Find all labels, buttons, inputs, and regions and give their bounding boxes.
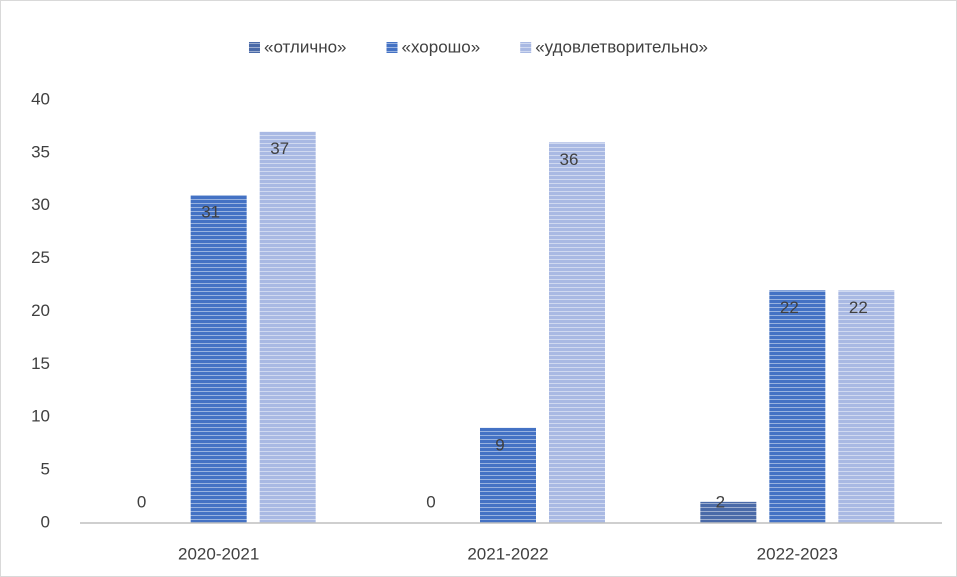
x-tick-label: 2022-2023 bbox=[757, 544, 838, 563]
bar bbox=[480, 427, 536, 523]
data-label: 36 bbox=[560, 150, 579, 169]
bar bbox=[549, 142, 605, 524]
y-tick-label: 40 bbox=[31, 89, 50, 108]
data-label: 37 bbox=[270, 139, 289, 158]
bar bbox=[769, 290, 826, 523]
data-label: 0 bbox=[426, 492, 435, 511]
bar bbox=[190, 195, 247, 524]
y-tick-label: 5 bbox=[41, 460, 50, 479]
data-label: 9 bbox=[495, 435, 504, 454]
data-label: 2 bbox=[716, 492, 725, 511]
data-label: 31 bbox=[201, 203, 220, 222]
y-tick-label: 0 bbox=[41, 512, 50, 531]
data-label: 22 bbox=[849, 298, 868, 317]
legend-item: «отлично» bbox=[248, 37, 347, 56]
legend-label: «удовлетворительно» bbox=[535, 37, 708, 56]
data-label: 22 bbox=[780, 298, 799, 317]
y-tick-label: 30 bbox=[31, 195, 50, 214]
y-tick-label: 35 bbox=[31, 142, 50, 161]
bar bbox=[259, 131, 316, 523]
legend-label: «хорошо» bbox=[402, 37, 481, 56]
data-label: 0 bbox=[137, 492, 146, 511]
legend-swatch bbox=[520, 42, 532, 53]
legend-item: «удовлетворительно» bbox=[520, 37, 708, 56]
legend-swatch bbox=[248, 42, 260, 53]
legend-item: «хорошо» bbox=[386, 37, 481, 56]
x-tick-label: 2020-2021 bbox=[178, 544, 259, 563]
bar bbox=[838, 290, 895, 523]
y-tick-label: 20 bbox=[31, 301, 50, 320]
x-tick-label: 2021-2022 bbox=[467, 544, 548, 563]
y-tick-label: 15 bbox=[31, 354, 50, 373]
legend-swatch bbox=[386, 42, 398, 53]
bar bbox=[700, 501, 757, 523]
legend-label: «отлично» bbox=[264, 37, 347, 56]
y-tick-label: 10 bbox=[31, 407, 50, 426]
y-tick-label: 25 bbox=[31, 248, 50, 267]
